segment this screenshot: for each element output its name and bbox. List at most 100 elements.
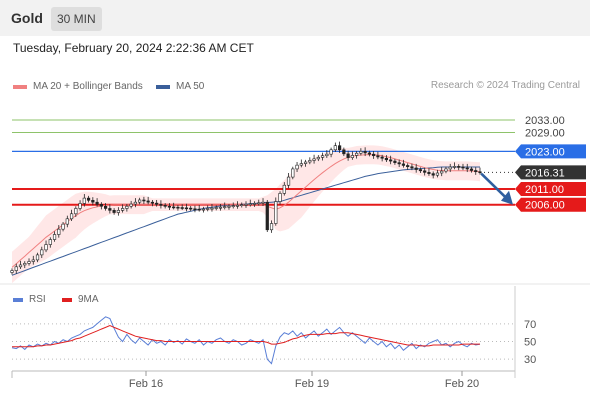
- candle-down: [176, 206, 180, 209]
- candle-down: [372, 153, 376, 157]
- candle-up: [312, 158, 316, 161]
- candle-down: [418, 169, 423, 172]
- candle-up: [440, 170, 444, 174]
- candle-up: [82, 197, 86, 204]
- candle-up: [359, 151, 363, 154]
- candle-up: [214, 207, 218, 209]
- candle-up: [295, 164, 299, 170]
- candle-up: [65, 218, 69, 225]
- candle-down: [172, 206, 176, 209]
- candle-down: [112, 210, 116, 213]
- candle-up: [350, 155, 354, 158]
- candle-down: [431, 173, 435, 176]
- candle-up: [329, 149, 333, 155]
- candle-up: [231, 205, 235, 207]
- candle-down: [457, 166, 461, 168]
- candle-up: [78, 203, 82, 209]
- candle-down: [337, 145, 342, 151]
- candle-up: [218, 206, 223, 209]
- candle-down: [342, 149, 346, 155]
- candle-up: [244, 204, 248, 206]
- candle-down: [91, 199, 95, 203]
- legend-label: RSI: [29, 294, 46, 305]
- candle-up: [125, 205, 129, 209]
- candle-up: [261, 201, 265, 204]
- candle-up: [129, 203, 133, 207]
- candle-up: [282, 184, 286, 194]
- candle-up: [291, 168, 295, 178]
- legend-item-ma50: MA 50: [156, 81, 204, 92]
- candle-down: [104, 205, 108, 209]
- candle-down: [142, 199, 146, 202]
- projection-arrow-shaft: [480, 173, 509, 200]
- candle-down: [380, 156, 384, 159]
- research-credit: Research © 2024 Trading Central: [430, 80, 580, 91]
- level-label-2023.00: 2023.00: [525, 146, 565, 158]
- candle-up: [210, 207, 214, 210]
- candle-down: [346, 153, 350, 158]
- candle-down: [159, 204, 163, 206]
- candle-up: [303, 161, 308, 164]
- candle-down: [461, 166, 465, 169]
- level-label-2029.00: 2029.00: [525, 128, 565, 140]
- candle-down: [363, 151, 367, 154]
- candle-up: [201, 208, 206, 211]
- candle-up: [116, 210, 120, 213]
- candle-down: [180, 207, 184, 209]
- candle-up: [308, 160, 312, 163]
- x-tick-label: Feb 19: [295, 378, 329, 390]
- candle-down: [397, 162, 401, 165]
- candle-up: [325, 153, 329, 157]
- candle-down: [414, 167, 418, 170]
- candle-up: [27, 261, 31, 264]
- rsi-series-RSI: [11, 316, 481, 365]
- legend-swatch: [156, 84, 170, 89]
- candle-up: [223, 206, 227, 208]
- candle-up: [23, 263, 27, 266]
- candle-down: [376, 155, 380, 158]
- candle-up: [448, 166, 452, 170]
- candle-down: [86, 197, 91, 201]
- candle-up: [252, 203, 257, 205]
- level-label-bg: [515, 197, 586, 212]
- candle-down: [478, 171, 482, 174]
- candle-up: [40, 249, 44, 256]
- candle-up: [316, 157, 320, 160]
- candle-down: [95, 201, 99, 205]
- candle-up: [299, 163, 303, 166]
- candle-down: [189, 207, 193, 210]
- legend-item-9ma: 9MA: [62, 294, 99, 305]
- candle-up: [48, 239, 52, 245]
- level-label-bg: [515, 182, 586, 196]
- candle-up: [133, 201, 137, 205]
- candle-up: [355, 152, 359, 156]
- datetime-stamp: Tuesday, February 20, 2024 2:22:36 AM CE…: [13, 41, 254, 55]
- bollinger-band: [12, 145, 480, 284]
- candle-up: [452, 166, 457, 168]
- timeframe-badge[interactable]: 30 MIN: [51, 7, 102, 31]
- candle-down: [163, 205, 167, 207]
- candle-down: [469, 168, 474, 171]
- x-tick-label: Feb 20: [445, 378, 479, 390]
- x-tick-label: Feb 16: [129, 378, 163, 390]
- projection-arrow-head: [501, 190, 513, 205]
- candle-down: [423, 170, 427, 173]
- candle-down: [401, 163, 406, 166]
- candle-up: [248, 203, 252, 206]
- candle-up: [31, 259, 35, 262]
- candle-up: [74, 208, 78, 215]
- level-label-bg: [515, 144, 586, 159]
- candle-down: [389, 159, 393, 162]
- legend-label: MA 50: [176, 81, 205, 92]
- candle-down: [465, 167, 469, 170]
- candle-down: [155, 202, 159, 205]
- level-label-2016.31: 2016.31: [525, 167, 565, 179]
- candle-up: [269, 223, 274, 231]
- candle-down: [193, 208, 197, 211]
- candle-down: [184, 207, 189, 210]
- candle-up: [35, 254, 40, 261]
- candle-up: [206, 208, 210, 210]
- candle-down: [167, 205, 172, 208]
- candle-up: [257, 202, 261, 205]
